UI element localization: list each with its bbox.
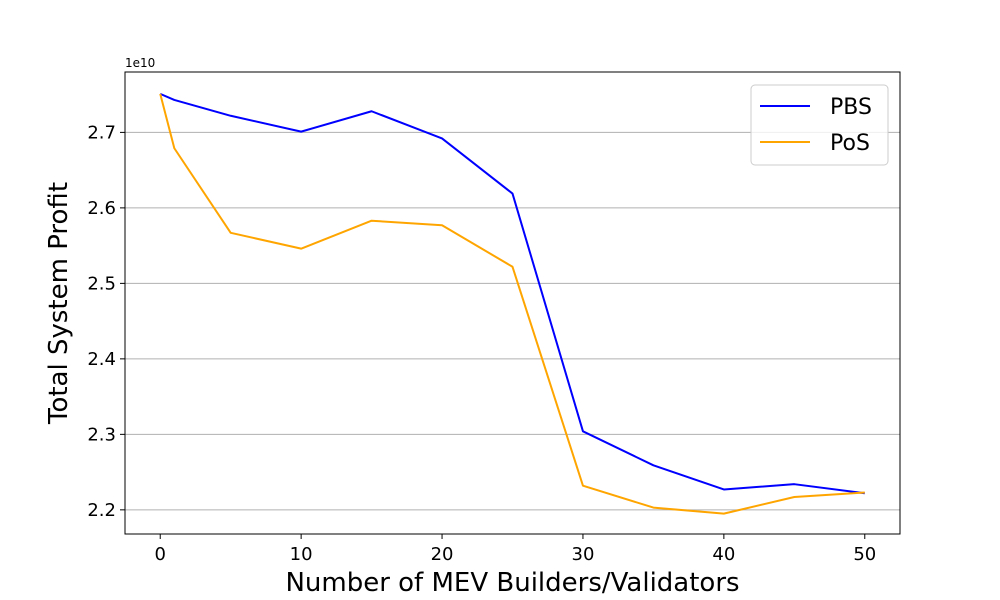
y-axis-label: Total System Profit <box>44 182 74 425</box>
series-line-pbs <box>159 92 865 495</box>
x-axis-label: Number of MEV Builders/Validators <box>285 568 739 598</box>
y-tick-label: 2.3 <box>87 424 116 445</box>
x-tick-label: 40 <box>712 544 735 565</box>
x-tick-label: 10 <box>290 544 313 565</box>
series-layer <box>159 92 865 515</box>
y-tick-label: 2.5 <box>87 273 116 294</box>
y-tick-label: 2.4 <box>87 349 116 370</box>
y-tick-label: 2.7 <box>87 122 116 143</box>
x-tick-label: 50 <box>853 544 876 565</box>
y-axis: 2.2 2.3 2.4 2.5 2.6 2.7 <box>87 122 125 521</box>
y-tick-label: 2.2 <box>87 500 116 521</box>
y-offset-label: 1e10 <box>125 56 155 70</box>
y-tick-label: 2.6 <box>87 198 116 219</box>
series-line-pos <box>159 93 865 515</box>
legend-label-pbs: PBS <box>830 95 872 120</box>
x-tick-label: 0 <box>155 544 166 565</box>
x-axis: 0 10 20 30 40 50 <box>155 534 876 565</box>
x-tick-label: 30 <box>572 544 595 565</box>
legend: PBS PoS <box>750 84 889 166</box>
plot-frame <box>124 71 901 535</box>
legend-label-pos: PoS <box>830 131 870 156</box>
x-tick-label: 20 <box>431 544 454 565</box>
